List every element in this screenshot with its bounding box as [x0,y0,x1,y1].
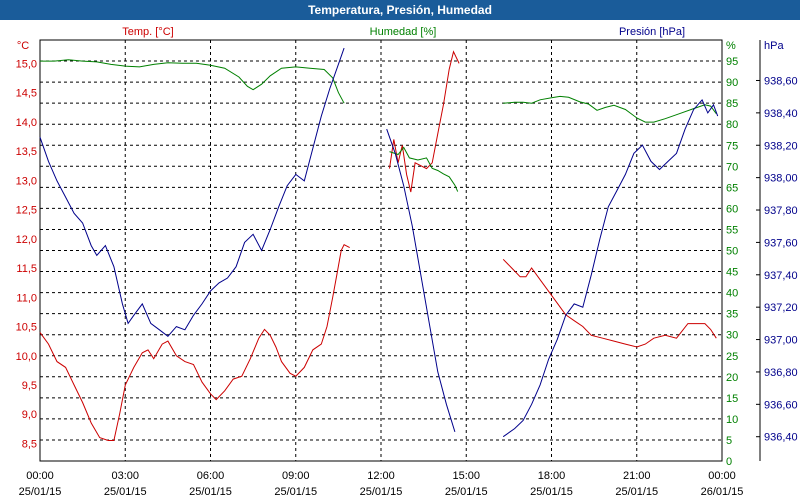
pres-tick-label: 937,60 [764,237,798,249]
x-tick-time: 09:00 [282,470,310,482]
temp-series-line [389,50,460,193]
temp-tick-label: 12,0 [16,234,37,246]
series-lines [39,47,719,441]
hum-tick-label: 45 [726,267,738,279]
x-tick-date: 25/01/15 [19,486,62,498]
temp-series-line [502,258,717,348]
temp-tick-label: 8,5 [22,438,37,450]
x-tick-date: 26/01/15 [701,486,744,498]
temp-tick-label: 9,5 [22,380,37,392]
x-tick-date: 25/01/15 [445,486,488,498]
hum-tick-label: 95 [726,56,738,68]
pres-tick-label: 938,20 [764,140,798,152]
pres-tick-label: 938,00 [764,173,798,185]
temp-tick-label: 10,0 [16,351,37,363]
x-tick-time: 03:00 [111,470,139,482]
x-tick-time: 21:00 [623,470,651,482]
pres-axis-title: Presión [hPa] [619,26,685,38]
hum-tick-label: 35 [726,309,738,321]
x-tick-time: 00:00 [708,470,736,482]
hum-series-line [40,59,345,104]
pres-series-line [386,128,456,433]
pres-tick-label: 937,80 [764,205,798,217]
x-tick-date: 25/01/15 [360,486,403,498]
temp-tick-label: 9,0 [22,409,37,421]
hum-tick-label: 15 [726,393,738,405]
x-tick-time: 15:00 [452,470,480,482]
temp-tick-label: 10,5 [16,322,37,334]
gridlines [40,40,722,461]
hum-tick-label: 50 [726,246,738,258]
pres-series-line [502,98,719,438]
pres-tick-label: 938,60 [764,75,798,87]
axis-labels: 00:00 25/01/15 03:00 25/01/15 06:00 25/01/15 0… [16,26,798,498]
temp-tick-label: 15,0 [16,58,37,70]
temp-tick-label: 12,5 [16,205,37,217]
hum-series-line [389,146,459,192]
pres-tick-label: 937,40 [764,270,798,282]
x-tick-date: 25/01/15 [530,486,573,498]
chart-title: Temperatura, Presión, Humedad [0,0,800,20]
temp-axis-title: Temp. [°C] [122,26,173,38]
pres-tick-label: 937,20 [764,302,798,314]
hum-axis-title: Humedad [%] [370,26,437,38]
pres-tick-label: 938,40 [764,108,798,120]
pres-tick-label: 936,80 [764,367,798,379]
temp-tick-label: 14,5 [16,88,37,100]
x-tick-time: 12:00 [367,470,395,482]
temp-tick-label: 13,5 [16,146,37,158]
temp-tick-label: 13,0 [16,175,37,187]
pres-tick-label: 936,40 [764,432,798,444]
x-tick-time: 18:00 [538,470,566,482]
hum-tick-label: 40 [726,288,738,300]
plot-border [39,39,723,462]
hum-tick-label: 10 [726,414,738,426]
temp-series-line [39,244,350,441]
hum-tick-label: 25 [726,351,738,363]
hum-tick-label: 55 [726,224,738,236]
pres-series-line [39,47,345,337]
hum-tick-label: 0 [726,456,732,468]
hum-unit: % [726,40,736,52]
hum-tick-label: 5 [726,435,732,447]
hum-tick-label: 20 [726,372,738,384]
hum-tick-label: 60 [726,203,738,215]
pres-unit: hPa [764,40,784,52]
hum-tick-label: 80 [726,119,738,131]
hum-tick-label: 65 [726,182,738,194]
temp-unit: °C [17,40,29,52]
x-tick-date: 25/01/15 [274,486,317,498]
x-tick-date: 25/01/15 [615,486,658,498]
temp-tick-label: 14,0 [16,117,37,129]
hum-tick-label: 75 [726,140,738,152]
pres-tick-label: 937,00 [764,335,798,347]
hum-tick-label: 30 [726,330,738,342]
pres-tick-label: 936,60 [764,399,798,411]
temp-tick-label: 11,5 [16,263,37,275]
hum-tick-label: 70 [726,161,738,173]
x-tick-time: 06:00 [197,470,225,482]
hum-tick-label: 90 [726,77,738,89]
temp-tick-label: 11,0 [16,292,37,304]
x-tick-date: 25/01/15 [104,486,147,498]
hum-tick-label: 85 [726,98,738,110]
x-tick-date: 25/01/15 [189,486,232,498]
x-tick-time: 00:00 [26,470,54,482]
hum-series-line [503,95,717,123]
